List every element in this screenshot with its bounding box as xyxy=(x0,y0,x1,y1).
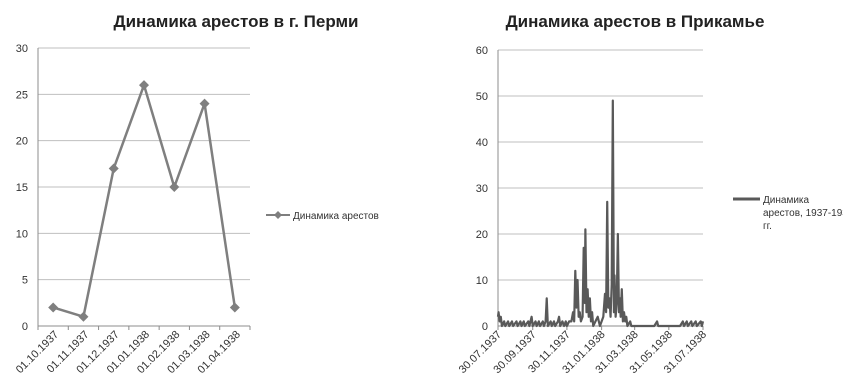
legend-label: Динамика арестов, 1937-1938 гг. xyxy=(763,195,843,232)
data-point xyxy=(78,311,89,322)
y-tick-label: 50 xyxy=(476,91,488,103)
y-tick-label: 60 xyxy=(476,45,488,57)
y-axis: 0 5 10 15 20 25 30 xyxy=(16,43,28,333)
y-tick-label: 30 xyxy=(476,183,488,195)
series xyxy=(48,80,240,322)
y-tick-label: 0 xyxy=(482,321,488,333)
chart-prikamye: Динамика арестов в Прикамье 0 10 20 30 40 50 6… xyxy=(457,12,843,376)
y-tick-label: 20 xyxy=(476,229,488,241)
data-point xyxy=(229,302,240,313)
y-tick-label: 0 xyxy=(22,321,28,333)
x-axis: 30.07.193730.09.193730.11.193731.01.1938… xyxy=(457,326,709,376)
series xyxy=(496,99,705,328)
data-point xyxy=(199,98,210,109)
chart-title: Динамика арестов в г. Перми xyxy=(113,12,358,31)
grid xyxy=(497,49,703,327)
y-axis: 0 10 20 30 40 50 60 xyxy=(476,45,488,333)
y-tick-label: 20 xyxy=(16,136,28,148)
y-tick-label: 30 xyxy=(16,43,28,55)
legend-label: Динамика арестов xyxy=(293,211,379,222)
y-tick-label: 5 xyxy=(22,275,28,287)
legend-label-line: гг. xyxy=(763,221,772,232)
data-point xyxy=(48,302,59,313)
chart-title: Динамика арестов в Прикамье xyxy=(506,12,765,31)
grid xyxy=(37,47,250,327)
legend-label-line: арестов, 1937-1938 xyxy=(763,208,843,219)
data-point xyxy=(108,163,119,174)
x-axis: 01.10.193701.11.193701.12.193701.01.1938… xyxy=(14,326,251,376)
y-tick-label: 25 xyxy=(16,89,28,101)
series-line xyxy=(52,83,237,318)
y-tick-label: 10 xyxy=(16,228,28,240)
y-tick-label: 10 xyxy=(476,275,488,287)
data-point xyxy=(169,182,180,192)
legend: Динамика арестов, 1937-1938 гг. xyxy=(733,195,843,232)
y-tick-label: 15 xyxy=(16,182,28,194)
data-point xyxy=(139,80,149,91)
y-tick-label: 40 xyxy=(476,137,488,149)
series-line xyxy=(496,99,705,328)
legend-label-line: Динамика xyxy=(763,195,809,206)
legend-marker xyxy=(274,211,282,219)
chart-perm: Динамика арестов в г. Перми 0 5 10 15 20 25 30… xyxy=(14,12,379,376)
legend: Динамика арестов xyxy=(266,211,379,222)
